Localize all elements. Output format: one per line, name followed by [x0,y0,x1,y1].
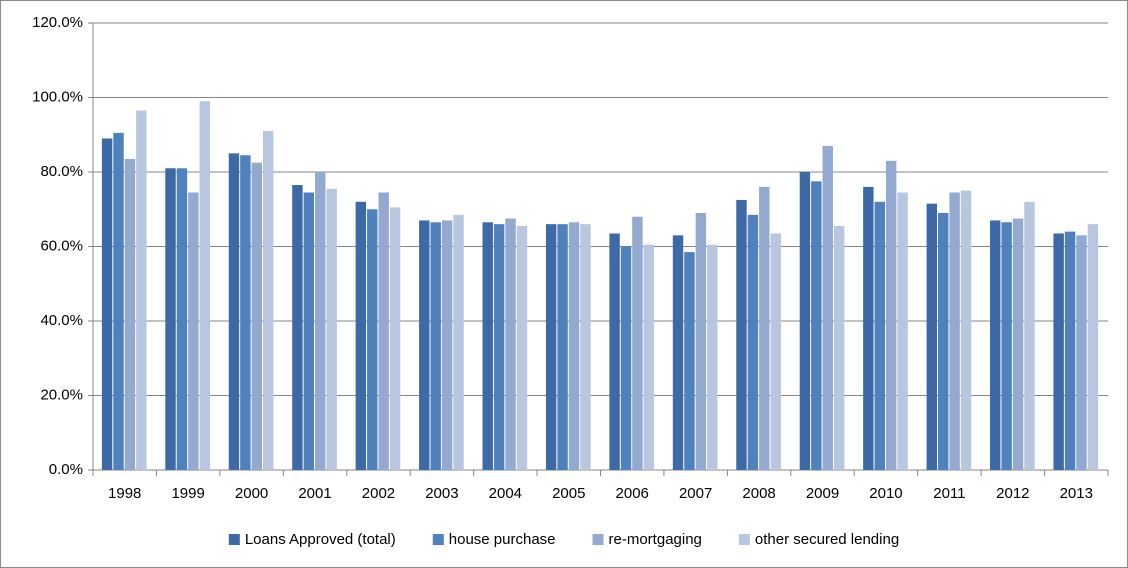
bar [430,222,441,470]
bar [960,190,972,470]
bar [949,192,960,471]
x-tick-label: 2012 [996,485,1029,502]
bar [228,153,240,470]
legend-swatch [432,534,444,545]
bar [493,224,505,470]
bar [251,162,263,470]
bar [188,192,199,471]
x-tick-label: 2011 [933,485,965,502]
legend-label: other secured lending [755,531,899,548]
bar [707,244,718,470]
bar [453,214,464,470]
bar [672,235,684,470]
bar [441,220,453,470]
x-tick-label: 2009 [806,485,839,502]
bar [747,214,759,470]
legend-label: house purchase [449,531,556,548]
bar [303,192,315,471]
bar [770,233,781,470]
x-tick-label: 1998 [108,485,141,502]
x-tick-label: 2003 [425,485,458,502]
x-tick-label: 2007 [679,485,712,502]
bar [926,203,937,470]
bar [1012,218,1024,470]
x-tick-label: 2002 [362,485,395,502]
bar [240,155,251,471]
bar [568,222,580,470]
bar [822,145,833,471]
bar [124,158,136,470]
bar [516,226,528,470]
bar [874,201,885,471]
y-tick-label: 0.0% [49,461,83,478]
y-tick-label: 80.0% [40,163,83,180]
bar [799,172,811,470]
bar [199,101,210,470]
bar [643,244,655,470]
x-tick-label: 2008 [742,485,775,502]
bar [1024,201,1035,471]
bar [684,252,695,470]
bar [557,224,568,470]
bar [165,168,176,470]
bar [176,168,188,470]
bar [1001,222,1012,470]
x-tick-label: 2006 [616,485,649,502]
bar [101,138,113,470]
x-tick-label: 1999 [171,485,204,502]
bar [609,233,620,470]
y-tick-label: 60.0% [40,237,83,254]
bar [937,212,949,470]
bar [1064,231,1076,470]
bar [736,199,747,470]
y-tick-label: 120.0% [32,14,83,31]
bar [990,220,1001,470]
bar [695,212,707,470]
bar [482,222,493,470]
x-tick-label: 2005 [552,485,585,502]
x-tick-label: 2013 [1060,485,1093,502]
bar [620,246,632,470]
bar [315,172,326,470]
bar [505,218,516,470]
bar [113,132,124,470]
bar [263,131,274,470]
bar [580,224,591,470]
legend-swatch [592,534,604,545]
legend-label: Loans Approved (total) [245,531,396,548]
bar [897,192,908,471]
bar [136,110,147,470]
bar [419,220,430,470]
y-tick-label: 100.0% [32,88,83,105]
bar [326,188,337,470]
bar [355,201,367,471]
bar [1087,224,1099,470]
bar [632,216,643,470]
legend-label: re-mortgaging [609,531,702,548]
legend-swatch [228,534,240,545]
y-tick-label: 40.0% [40,312,83,329]
bar [367,209,378,470]
bar [1053,233,1064,470]
bar [378,192,389,471]
bar [833,226,845,470]
legend-swatch [738,534,750,545]
bar [389,207,401,470]
x-tick-label: 2010 [869,485,902,502]
x-tick-label: 2000 [235,485,268,502]
bar [759,186,770,470]
x-tick-label: 2004 [489,485,522,502]
bar [811,181,822,470]
x-tick-label: 2001 [298,485,331,502]
bar [292,185,303,470]
bar [885,160,897,470]
y-tick-label: 20.0% [40,386,83,403]
bar [545,224,557,470]
bar [1076,235,1087,470]
bar [863,186,874,470]
